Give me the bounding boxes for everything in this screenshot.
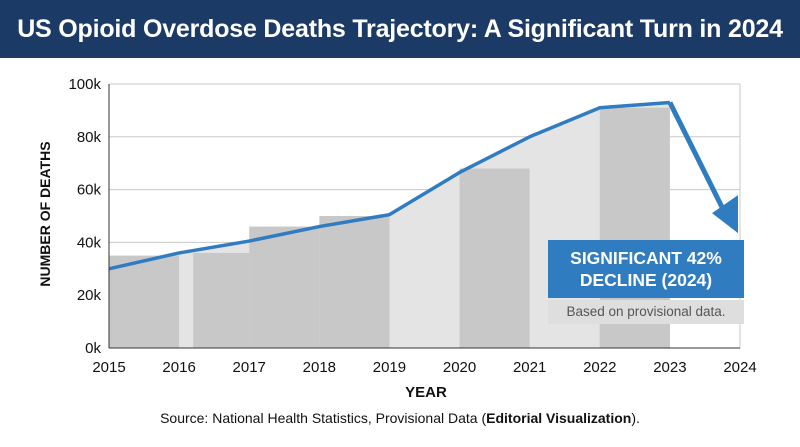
y-tick-label: 40k: [77, 234, 102, 251]
bar: [193, 252, 250, 348]
series-line: [108, 100, 671, 271]
x-tick-label: 2022: [583, 359, 616, 376]
decline-arrow: [667, 101, 729, 220]
x-tick-label: 2020: [443, 359, 476, 376]
annotation-line2: DECLINE (2024): [579, 270, 713, 290]
decline-arrowhead: [712, 195, 738, 234]
line-layer: [108, 100, 738, 271]
decline-annotation: SIGNIFICANT 42% DECLINE (2024): [548, 240, 744, 298]
y-tick-label: 0k: [85, 340, 101, 357]
bar: [599, 324, 670, 348]
chart-title: US Opioid Overdose Deaths Trajectory: A …: [17, 14, 783, 43]
y-axis-label: NUMBER OF DEATHS: [37, 141, 53, 286]
annotation-line1: SIGNIFICANT 42%: [570, 248, 722, 268]
source-bold: Editorial Visualization: [486, 410, 632, 426]
x-tick-label: 2016: [162, 359, 195, 376]
y-tick-label: 100k: [68, 76, 101, 93]
source-suffix: ).: [631, 410, 640, 426]
bar: [109, 255, 180, 348]
x-tick-label: 2018: [303, 359, 336, 376]
x-tick-label: 2023: [653, 359, 686, 376]
x-tick-label: 2024: [723, 359, 756, 376]
chart: 0k 20k 40k 60k 80k 100k 2015 2016 2017 2018 2019 20…: [37, 76, 757, 401]
y-tick-label: 20k: [77, 287, 102, 304]
bar: [319, 216, 390, 348]
title-bar: US Opioid Overdose Deaths Trajectory: A …: [0, 0, 800, 58]
y-tick-label: 80k: [77, 129, 102, 146]
bar: [459, 168, 530, 348]
x-tick-label: 2021: [513, 359, 546, 376]
source-prefix: Source: National Health Statistics, Prov…: [160, 410, 487, 426]
axes: 0k 20k 40k 60k 80k 100k 2015 2016 2017 2018 2019 20…: [68, 76, 756, 376]
x-axis-label: YEAR: [405, 384, 447, 401]
bar-layer: [109, 107, 670, 348]
y-tick-label: 60k: [77, 182, 102, 199]
x-tick-label: 2015: [92, 359, 125, 376]
source-note: Source: National Health Statistics, Prov…: [0, 410, 800, 426]
x-tick-label: 2019: [373, 359, 406, 376]
bar: [249, 226, 320, 348]
provisional-note: Based on provisional data.: [548, 300, 744, 324]
x-tick-label: 2017: [233, 359, 266, 376]
